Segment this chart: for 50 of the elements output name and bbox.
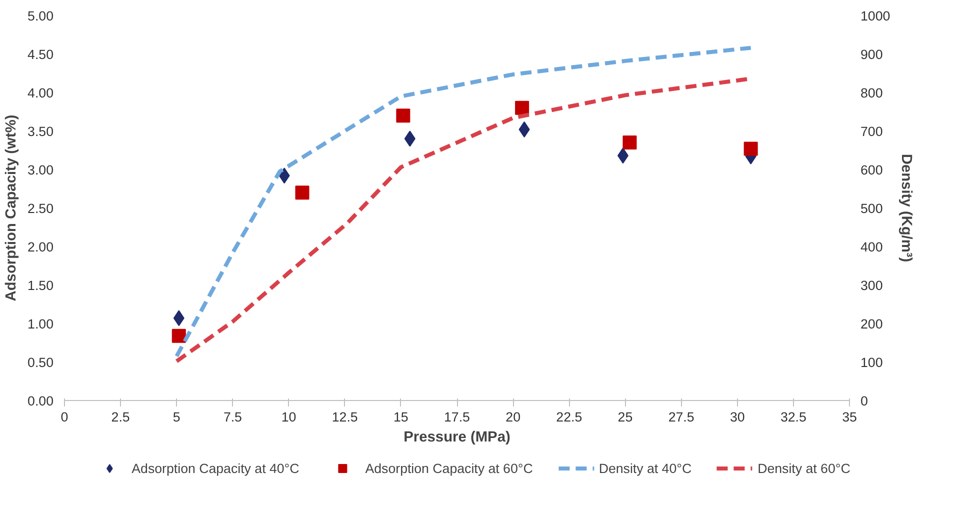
point [172, 328, 186, 343]
y2-axis-title: Density (Kg/m³) [898, 154, 914, 262]
x-tick-label: 10 [281, 410, 296, 424]
y-tick-label: 2.00 [28, 240, 54, 254]
y2-tick-label: 100 [860, 355, 883, 370]
x-tick-label: 35 [842, 410, 857, 424]
legend-label: Density at 60°C [758, 460, 850, 476]
y2-tick-label: 400 [860, 240, 883, 254]
x-tick-label: 25 [618, 410, 633, 424]
point [744, 142, 758, 156]
point [622, 136, 637, 150]
y2-tick-label: 800 [860, 86, 883, 100]
y-tick-label: 0.00 [28, 394, 54, 408]
legend-label: Density at 40°C [598, 460, 692, 476]
x-tick-label: 32.5 [780, 410, 806, 424]
y-axis-title: Adsorption Capacity (wt%) [4, 114, 20, 302]
y-tick-label: 0.50 [28, 355, 54, 370]
x-tick-label: 0 [60, 410, 68, 424]
x-tick-label: 30 [730, 410, 745, 424]
y2-tick-label: 300 [860, 278, 883, 293]
y2-tick-label: 200 [860, 316, 883, 332]
point [515, 100, 530, 115]
y-tick-label: 5.00 [28, 8, 54, 24]
y-tick-label: 2.50 [28, 201, 54, 216]
y2-tick-label: 900 [860, 47, 883, 62]
y-tick-label: 4.00 [28, 86, 54, 100]
x-axis-title: Pressure (MPa) [404, 430, 510, 446]
x-tick-label: 20 [506, 410, 520, 424]
y2-tick-label: 600 [860, 162, 883, 178]
legend-label: Adsorption Capacity at 40°C [132, 460, 300, 476]
x-tick-label: 27.5 [668, 410, 694, 424]
y-tick-label: 4.50 [28, 47, 54, 62]
x-tick-label: 17.5 [444, 410, 470, 424]
y-tick-label: 1.50 [28, 278, 54, 293]
legend-label: Adsorption Capacity at 60°C [365, 460, 533, 476]
x-tick-label: 15 [394, 410, 408, 424]
x-tick-label: 5 [172, 410, 180, 424]
y2-tick-label: 1000 [860, 8, 890, 24]
x-tick-label: 22.5 [556, 410, 582, 424]
y2-tick-label: 0 [860, 394, 868, 408]
x-tick-label: 7.5 [223, 410, 242, 424]
point [396, 108, 410, 123]
y2-tick-label: 700 [860, 124, 883, 139]
y-tick-label: 3.00 [28, 162, 54, 178]
x-tick-label: 2.5 [111, 410, 130, 424]
y-tick-label: 1.00 [28, 316, 54, 332]
point [295, 186, 310, 200]
y-tick-label: 3.50 [28, 124, 54, 139]
y2-tick-label: 500 [860, 201, 883, 216]
x-tick-label: 12.5 [332, 410, 358, 424]
